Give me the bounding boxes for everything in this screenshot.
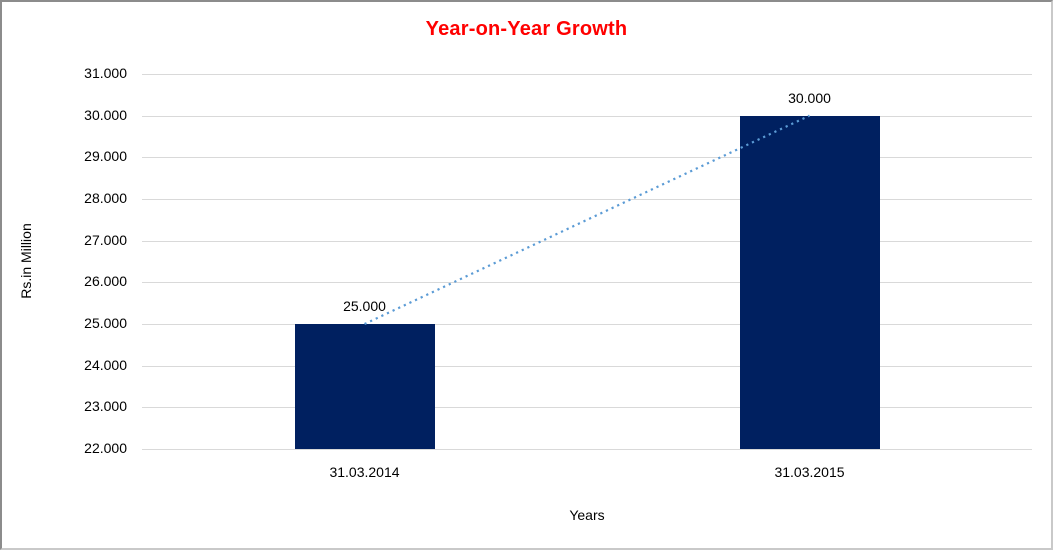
gridline bbox=[142, 365, 1032, 367]
y-tick-label: 31.000 bbox=[84, 65, 127, 81]
x-category-label: 31.03.2015 bbox=[774, 464, 845, 480]
gridline bbox=[142, 157, 1032, 159]
x-axis-title: Years bbox=[569, 507, 605, 523]
y-tick-label: 25.000 bbox=[84, 315, 127, 331]
chart-title: Year-on-Year Growth bbox=[425, 18, 628, 40]
gridline bbox=[142, 324, 1032, 325]
y-tick-label: 23.000 bbox=[84, 398, 127, 415]
plot-area bbox=[142, 74, 1032, 450]
y-axis-title: Rs.in Million bbox=[18, 223, 34, 299]
trendline bbox=[364, 114, 810, 325]
bar-31.03.2015 bbox=[739, 115, 880, 449]
gridline bbox=[142, 74, 1032, 75]
data-label: 30.000 bbox=[788, 89, 831, 106]
y-tick-label: 28.000 bbox=[84, 190, 127, 206]
y-tick-label: 30.000 bbox=[84, 106, 127, 123]
bar-31.03.2014 bbox=[294, 324, 435, 449]
gridline bbox=[142, 115, 1032, 117]
y-tick-label: 27.000 bbox=[84, 231, 127, 248]
y-tick-label: 22.000 bbox=[84, 440, 127, 456]
gridline bbox=[142, 407, 1032, 409]
y-tick-label: 29.000 bbox=[84, 148, 127, 165]
y-tick-label: 24.000 bbox=[84, 356, 127, 373]
gridline bbox=[142, 240, 1032, 242]
y-tick-label: 26.000 bbox=[84, 273, 127, 290]
gridline bbox=[142, 199, 1032, 200]
gridline bbox=[142, 449, 1032, 450]
gridline bbox=[142, 282, 1032, 284]
data-label: 25.000 bbox=[343, 298, 386, 314]
x-category-label: 31.03.2014 bbox=[329, 464, 400, 480]
